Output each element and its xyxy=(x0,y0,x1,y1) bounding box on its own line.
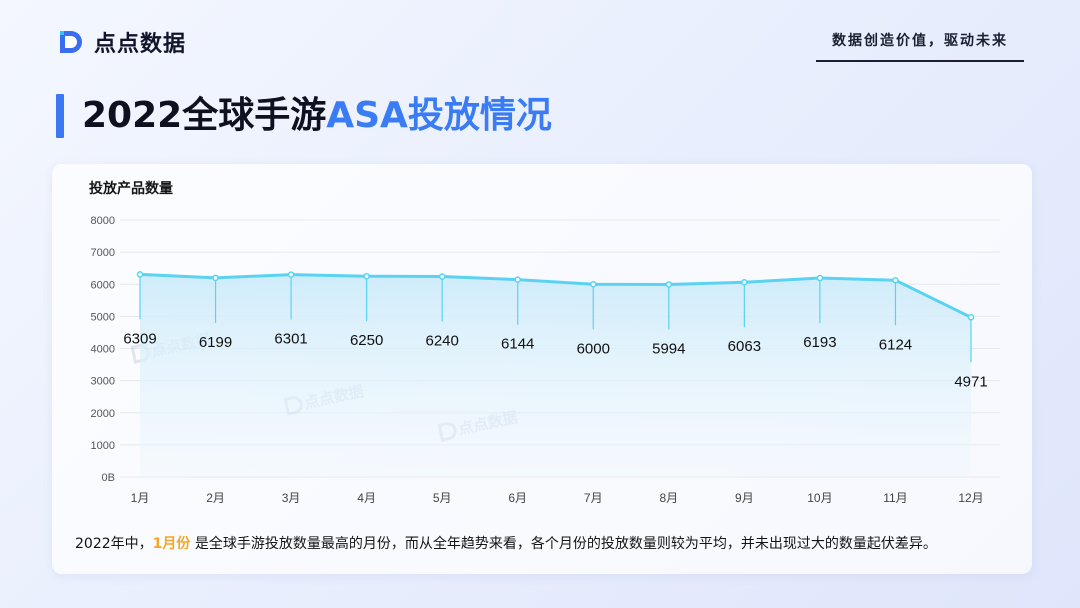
x-tick-label: 4月 xyxy=(357,491,376,505)
y-tick-label: 1000 xyxy=(91,440,115,452)
data-point xyxy=(363,272,370,280)
brand-name: 点点数据 xyxy=(94,32,187,57)
data-point xyxy=(287,271,295,278)
x-tick-label: 2月 xyxy=(206,491,225,505)
x-tick-label: 1月 xyxy=(131,491,150,505)
x-tick-label: 10月 xyxy=(807,491,832,505)
data-label: 5994 xyxy=(652,340,685,357)
chart-title: 投放产品数量 xyxy=(89,181,173,197)
data-point xyxy=(967,314,975,321)
y-tick-label: 7000 xyxy=(91,247,115,259)
data-label: 6000 xyxy=(577,340,610,357)
brand-logo-icon xyxy=(60,31,82,53)
data-label: 6301 xyxy=(274,331,307,348)
summary-highlight: 1月份 xyxy=(152,536,191,552)
data-point xyxy=(514,276,521,283)
chart-summary: 2022年中，1月份 是全球手游投放数量最高的月份，而从全年趋势来看，各个月份的… xyxy=(75,533,937,553)
data-label: 6124 xyxy=(879,336,912,353)
y-tick-label: 4000 xyxy=(91,344,115,356)
x-tick-label: 12月 xyxy=(958,491,983,505)
y-tick-label: 8000 xyxy=(91,215,115,227)
x-tick-label: 5月 xyxy=(433,491,452,505)
x-tick-label: 7月 xyxy=(584,491,603,505)
data-point xyxy=(816,274,824,282)
brand-logo: 点点数据 xyxy=(56,26,186,58)
data-label: 6193 xyxy=(803,334,836,351)
x-tick-label: 3月 xyxy=(282,491,301,505)
x-tick-label: 9月 xyxy=(735,491,754,505)
data-label: 6144 xyxy=(501,336,534,353)
data-point xyxy=(438,273,446,280)
summary-after: 是全球手游投放数量最高的月份，而从全年趋势来看，各个月份的投放数量则较为平均，并… xyxy=(190,536,937,552)
data-point xyxy=(741,278,748,286)
brand-slogan: 数据创造价值，驱动未来 xyxy=(816,30,1024,62)
y-tick-label: 0B xyxy=(102,472,115,484)
page-title: 2022全球手游ASA投放情况 xyxy=(82,90,552,142)
data-point xyxy=(136,271,144,278)
x-tick-label: 6月 xyxy=(508,491,527,505)
page-title-accent: ASA投放情况 xyxy=(326,95,552,136)
x-tick-label: 11月 xyxy=(883,491,907,505)
data-label: 6309 xyxy=(123,330,156,347)
series-area xyxy=(140,274,971,477)
y-tick-label: 2000 xyxy=(91,408,115,420)
summary-before: 2022年中， xyxy=(75,536,153,552)
data-point xyxy=(590,281,597,288)
page-title-prefix: 2022全球手游 xyxy=(82,95,327,136)
y-tick-label: 5000 xyxy=(91,311,115,323)
x-tick-label: 8月 xyxy=(659,491,678,505)
data-label: 6063 xyxy=(728,338,761,355)
data-point xyxy=(892,277,899,284)
data-point xyxy=(212,274,219,282)
y-tick-label: 6000 xyxy=(91,279,115,291)
series-line xyxy=(139,272,972,319)
data-label: 6250 xyxy=(350,332,383,349)
data-label: 4971 xyxy=(954,373,987,390)
title-accent-bar xyxy=(56,94,64,138)
data-label: 6199 xyxy=(199,334,232,351)
y-tick-label: 3000 xyxy=(91,376,115,388)
data-point xyxy=(665,281,673,288)
data-label: 6240 xyxy=(425,333,458,350)
